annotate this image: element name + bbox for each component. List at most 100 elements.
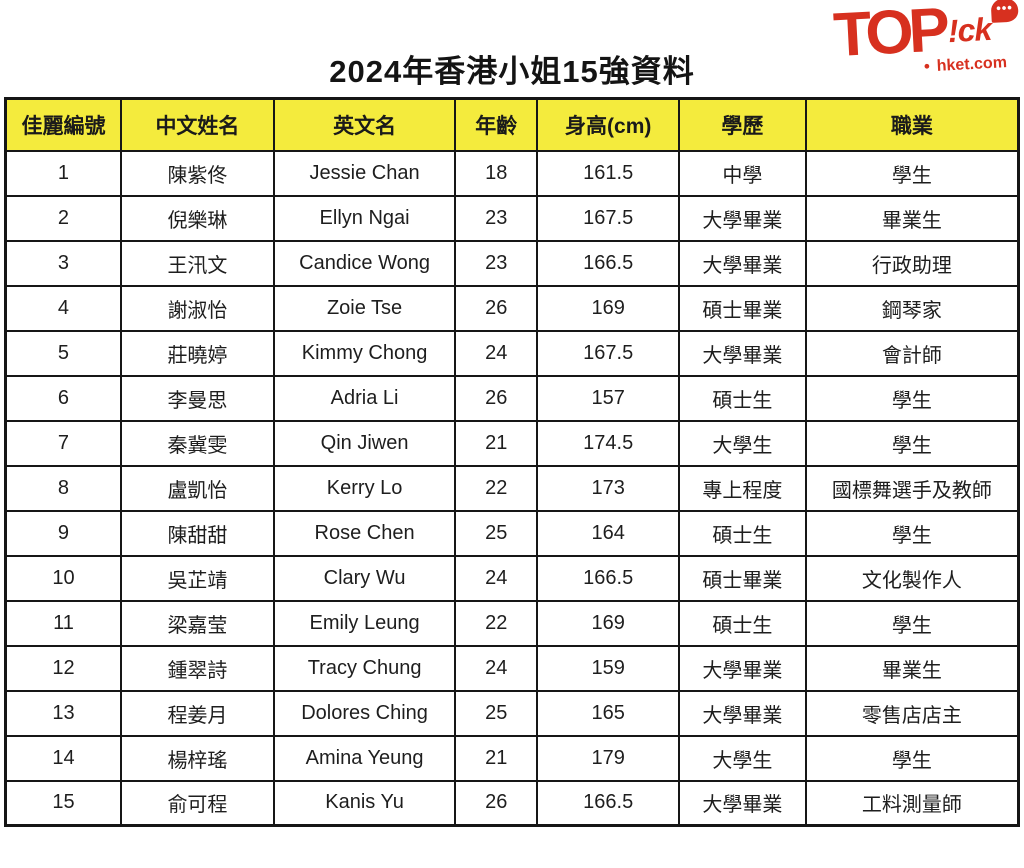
table-cell: Amina Yeung [272,734,457,782]
table-cell: 24 [454,329,539,377]
table-cell: 166.5 [536,554,681,602]
table-cell: 專上程度 [678,464,807,512]
table-cell: 21 [454,734,539,782]
table-cell: 157 [536,374,681,422]
table-cell: 碩士畢業 [678,284,807,332]
finalists-table-container: 佳麗編號 中文姓名 英文名 年齡 身高(cm) 學歷 職業 1 陳紫佟 Jessie Chan 1… [4,97,1020,827]
table-cell: 中學 [678,149,807,197]
table-cell: 莊曉婷 [119,329,275,377]
logo-text-top: TOP [831,0,947,71]
table-cell: 164 [536,509,681,557]
table-cell: 倪樂琳 [119,194,275,242]
table-cell: 166.5 [536,779,681,827]
table-cell: 謝淑怡 [119,284,275,332]
topick-logo: TOP !ck ••• ● hket.com [768,0,1022,100]
column-header-4: 年齡 [454,97,539,152]
table-cell: 碩士生 [678,374,807,422]
table-row: 4 謝淑怡 Zoie Tse 26 169 碩士畢業 鋼琴家 [4,284,1020,332]
table-cell: Kanis Yu [272,779,457,827]
speech-bubble-icon: ••• [990,0,1019,23]
table-cell: 169 [536,284,681,332]
table-cell: 26 [454,284,539,332]
table-cell: 大學畢業 [678,239,807,287]
table-cell: 6 [4,374,122,422]
table-cell: 學生 [804,149,1020,197]
table-row: 7 秦冀雯 Qin Jiwen 21 174.5 大學生 學生 [4,419,1020,467]
table-cell: 楊梓瑤 [119,734,275,782]
table-cell: 大學畢業 [678,194,807,242]
column-header-7: 職業 [804,97,1020,152]
table-cell: 26 [454,779,539,827]
table-row: 14 楊梓瑤 Amina Yeung 21 179 大學生 學生 [4,734,1020,782]
table-cell: 169 [536,599,681,647]
table-row: 12 鍾翠詩 Tracy Chung 24 159 大學畢業 畢業生 [4,644,1020,692]
table-cell: Qin Jiwen [272,419,457,467]
table-cell: 14 [4,734,122,782]
table-cell: 學生 [804,419,1020,467]
table-cell: Tracy Chung [272,644,457,692]
table-row: 8 盧凱怡 Kerry Lo 22 173 專上程度 國標舞選手及教師 [4,464,1020,512]
table-cell: 畢業生 [804,194,1020,242]
table-row: 9 陳甜甜 Rose Chen 25 164 碩士生 學生 [4,509,1020,557]
table-cell: 166.5 [536,239,681,287]
table-row: 5 莊曉婷 Kimmy Chong 24 167.5 大學畢業 會計師 [4,329,1020,377]
table-cell: 碩士生 [678,509,807,557]
table-row: 1 陳紫佟 Jessie Chan 18 161.5 中學 學生 [4,149,1020,197]
table-cell: 鍾翠詩 [119,644,275,692]
page-title: 2024年香港小姐15強資料 [329,54,695,89]
table-cell: 1 [4,149,122,197]
table-cell: 12 [4,644,122,692]
table-cell: 王汛文 [119,239,275,287]
table-cell: 165 [536,689,681,737]
table-cell: 陳甜甜 [119,509,275,557]
table-cell: 24 [454,644,539,692]
table-cell: 23 [454,194,539,242]
table-cell: 俞可程 [119,779,275,827]
table-cell: 大學生 [678,734,807,782]
table-cell: 零售店店主 [804,689,1020,737]
column-header-3: 英文名 [272,97,457,152]
table-cell: 22 [454,464,539,512]
table-cell: 26 [454,374,539,422]
table-cell: 25 [454,689,539,737]
table-row: 6 李曼思 Adria Li 26 157 碩士生 學生 [4,374,1020,422]
table-cell: 文化製作人 [804,554,1020,602]
table-cell: Kerry Lo [272,464,457,512]
table-cell: 15 [4,779,122,827]
table-cell: Kimmy Chong [272,329,457,377]
table-cell: 學生 [804,509,1020,557]
table-cell: Zoie Tse [272,284,457,332]
table-cell: 25 [454,509,539,557]
table-cell: 3 [4,239,122,287]
table-cell: 碩士畢業 [678,554,807,602]
table-cell: 梁嘉莹 [119,599,275,647]
table-cell: 4 [4,284,122,332]
table-row: 11 梁嘉莹 Emily Leung 22 169 碩士生 學生 [4,599,1020,647]
table-cell: 李曼思 [119,374,275,422]
table-cell: 8 [4,464,122,512]
table-cell: 大學生 [678,419,807,467]
column-header-2: 中文姓名 [119,97,275,152]
column-header-5: 身高(cm) [536,97,681,152]
table-row: 10 吳芷靖 Clary Wu 24 166.5 碩士畢業 文化製作人 [4,554,1020,602]
table-cell: 21 [454,419,539,467]
table-cell: 7 [4,419,122,467]
table-cell: 179 [536,734,681,782]
table-cell: 9 [4,509,122,557]
table-cell: 學生 [804,374,1020,422]
table-cell: 吳芷靖 [119,554,275,602]
table-row: 15 俞可程 Kanis Yu 26 166.5 大學畢業 工料測量師 [4,779,1020,827]
table-row: 2 倪樂琳 Ellyn Ngai 23 167.5 大學畢業 畢業生 [4,194,1020,242]
table-cell: 鋼琴家 [804,284,1020,332]
table-cell: 161.5 [536,149,681,197]
table-cell: Clary Wu [272,554,457,602]
table-row: 13 程姜月 Dolores Ching 25 165 大學畢業 零售店店主 [4,689,1020,737]
logo-domain-text: hket.com [936,54,1008,75]
table-cell: 18 [454,149,539,197]
table-cell: 大學畢業 [678,644,807,692]
table-cell: 碩士生 [678,599,807,647]
table-cell: Ellyn Ngai [272,194,457,242]
column-header-1: 佳麗編號 [4,97,122,152]
table-row: 3 王汛文 Candice Wong 23 166.5 大學畢業 行政助理 [4,239,1020,287]
table-cell: 秦冀雯 [119,419,275,467]
